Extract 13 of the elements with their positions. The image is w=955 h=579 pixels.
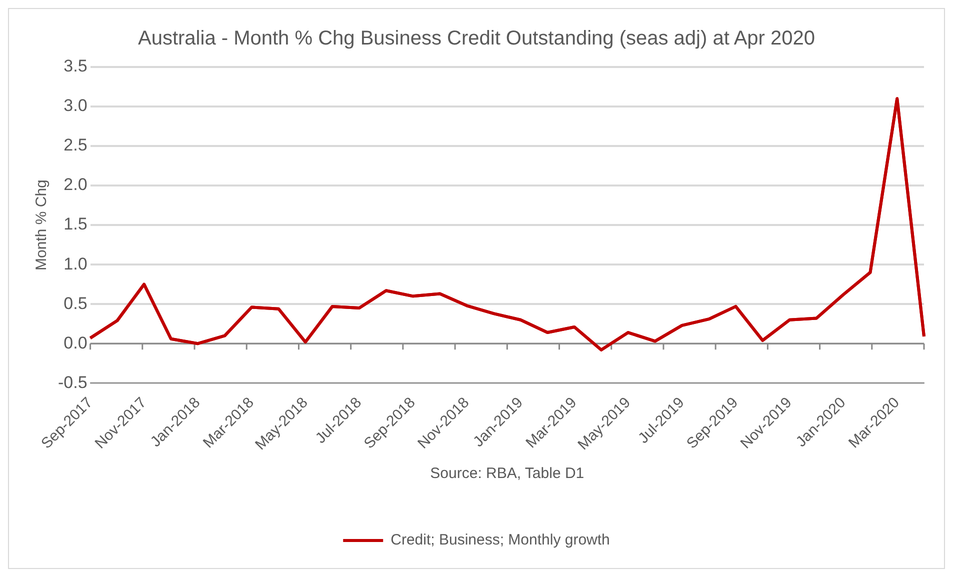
y-tick-label: 2.0 bbox=[64, 175, 88, 194]
legend-label: Credit; Business; Monthly growth bbox=[390, 532, 610, 549]
source-note: Source: RBA, Table D1 bbox=[430, 465, 584, 482]
chart-title: Australia - Month % Chg Business Credit Outstanding (seas adj) at Apr 2020 bbox=[138, 28, 816, 50]
y-tick-label: 1.0 bbox=[64, 254, 88, 274]
y-tick-label: 0.0 bbox=[64, 333, 88, 352]
y-tick-label: 3.5 bbox=[64, 56, 88, 76]
y-axis-title: Month % Chg bbox=[33, 180, 50, 270]
y-tick-label: 2.5 bbox=[64, 136, 88, 155]
y-tick-label: 0.5 bbox=[64, 294, 88, 313]
y-tick-label: -0.5 bbox=[58, 372, 88, 392]
y-tick-label: 3.0 bbox=[64, 96, 88, 116]
y-tick-label: 1.5 bbox=[64, 214, 88, 234]
